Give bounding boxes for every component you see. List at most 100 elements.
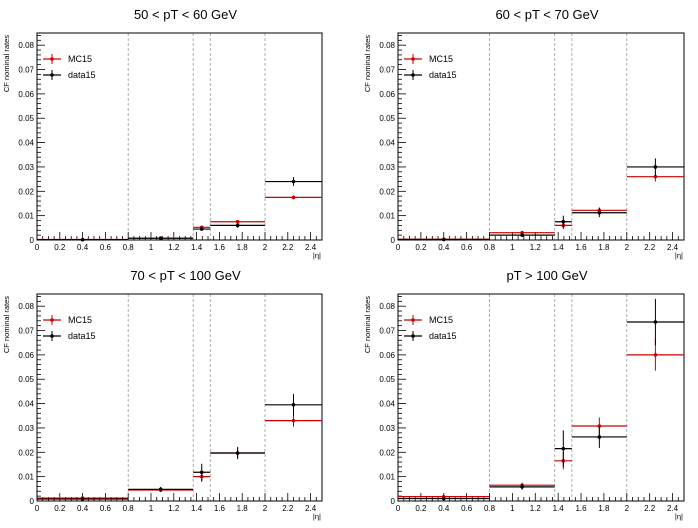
x-tick-label: 2 bbox=[625, 504, 630, 513]
data-point bbox=[291, 195, 296, 200]
data-point bbox=[291, 179, 296, 184]
data-point bbox=[158, 236, 163, 241]
y-tick-label: 0.08 bbox=[18, 41, 34, 50]
x-tick-label: 2 bbox=[625, 243, 630, 252]
y-tick-label: 0.05 bbox=[379, 375, 395, 384]
x-tick-label: 0.2 bbox=[54, 243, 66, 252]
x-axis-label: |η| bbox=[313, 251, 321, 260]
data-point bbox=[199, 470, 204, 475]
legend-marker bbox=[50, 57, 54, 61]
y-tick-label: 0.08 bbox=[379, 302, 395, 311]
data-point bbox=[520, 233, 524, 237]
x-tick-label: 2 bbox=[263, 243, 268, 252]
data-point bbox=[235, 223, 240, 228]
x-tick-label: 1.4 bbox=[553, 504, 565, 513]
x-tick-label: 1.8 bbox=[237, 243, 249, 252]
x-tick-label: 2.4 bbox=[667, 243, 679, 252]
data-point bbox=[653, 165, 658, 169]
y-tick-label: 0.03 bbox=[379, 163, 395, 172]
x-tick-label: 0.4 bbox=[77, 243, 89, 252]
y-tick-label: 0.03 bbox=[18, 424, 34, 433]
x-tick-label: 0.8 bbox=[123, 504, 135, 513]
legend-label: MC15 bbox=[68, 54, 92, 64]
data-point bbox=[441, 496, 446, 501]
plot-frame bbox=[36, 32, 323, 241]
y-tick-label: 0.01 bbox=[18, 212, 34, 221]
legend-label: data15 bbox=[68, 331, 96, 341]
y-tick-label: 0.01 bbox=[18, 473, 34, 482]
y-tick-label: 0.08 bbox=[18, 302, 34, 311]
x-tick-label: 0.4 bbox=[438, 243, 450, 252]
x-tick-label: 0.2 bbox=[54, 504, 66, 513]
x-tick-label: 1 bbox=[510, 243, 515, 252]
legend-label: data15 bbox=[429, 70, 457, 80]
legend-marker bbox=[411, 73, 415, 77]
x-tick-label: 1 bbox=[149, 504, 154, 513]
x-tick-label: 1 bbox=[510, 504, 515, 513]
x-tick-label: 1.2 bbox=[530, 504, 542, 513]
x-tick-label: 1 bbox=[149, 243, 154, 252]
y-tick-label: 0.06 bbox=[379, 351, 395, 360]
y-tick-label: 0.05 bbox=[379, 114, 395, 123]
x-tick-label: 2.4 bbox=[305, 504, 317, 513]
data-point bbox=[441, 237, 446, 242]
y-tick-label: 0 bbox=[391, 236, 396, 245]
y-tick-label: 0.01 bbox=[379, 212, 395, 221]
x-tick-label: 1.2 bbox=[530, 243, 542, 252]
data-point bbox=[597, 435, 602, 439]
series-mc15 bbox=[37, 414, 322, 500]
x-axis-label: |η| bbox=[675, 251, 683, 260]
legend-label: data15 bbox=[429, 331, 457, 341]
x-tick-label: 0.6 bbox=[461, 504, 473, 513]
plot-frame bbox=[397, 32, 685, 241]
x-tick-label: 0.6 bbox=[461, 243, 473, 252]
y-tick-label: 0.06 bbox=[379, 90, 395, 99]
chart-panel-3: 70 < pT < 100 GeV 0 0.01 0.02 0.03 0.04 0.05 0.… bbox=[2, 268, 323, 521]
y-tick-label: 0.03 bbox=[18, 163, 34, 172]
data-point bbox=[80, 497, 85, 501]
x-tick-label: 1.4 bbox=[191, 243, 203, 252]
legend-label: data15 bbox=[68, 70, 96, 80]
series-data15 bbox=[398, 298, 684, 501]
x-tick-label: 0 bbox=[396, 504, 401, 513]
series-data15 bbox=[37, 177, 322, 242]
series-mc15 bbox=[398, 339, 684, 499]
x-tick-label: 1.6 bbox=[214, 504, 226, 513]
y-tick-label: 0.02 bbox=[18, 448, 34, 457]
x-tick-label: 1.8 bbox=[237, 504, 249, 513]
y-tick-label: 0.05 bbox=[18, 114, 34, 123]
series-mc15 bbox=[398, 171, 684, 242]
plot-frame bbox=[36, 293, 323, 502]
y-tick-label: 0.01 bbox=[379, 473, 395, 482]
x-tick-label: 2.2 bbox=[644, 243, 656, 252]
data-point bbox=[520, 485, 524, 489]
x-tick-label: 1.8 bbox=[598, 243, 610, 252]
x-tick-label: 2.4 bbox=[305, 243, 317, 252]
legend-marker bbox=[411, 318, 415, 322]
x-tick-label: 0.8 bbox=[123, 243, 135, 252]
x-tick-label: 1.6 bbox=[575, 243, 587, 252]
series-data15 bbox=[37, 393, 322, 501]
y-tick-label: 0.07 bbox=[18, 327, 34, 336]
series-data15 bbox=[398, 158, 684, 242]
y-tick-label: 0.04 bbox=[18, 400, 34, 409]
legend-marker bbox=[50, 334, 54, 338]
chart-panel-1: 50 < pT < 60 GeV 0 0.01 0.02 0.03 0.04 0.05 0.0… bbox=[2, 7, 323, 260]
y-axis-label: CF nominal rates bbox=[363, 296, 372, 353]
x-axis-label: |η| bbox=[675, 512, 683, 521]
plot-frame bbox=[397, 293, 685, 502]
y-tick-label: 0.08 bbox=[379, 41, 395, 50]
x-tick-label: 1.6 bbox=[214, 243, 226, 252]
y-tick-label: 0.07 bbox=[379, 327, 395, 336]
data-point bbox=[80, 237, 85, 242]
chart-title: pT > 100 GeV bbox=[506, 268, 587, 283]
y-tick-label: 0.03 bbox=[379, 424, 395, 433]
x-tick-label: 0 bbox=[35, 243, 40, 252]
y-tick-label: 0.06 bbox=[18, 90, 34, 99]
x-tick-label: 0.2 bbox=[415, 504, 427, 513]
x-tick-label: 0.6 bbox=[100, 504, 112, 513]
x-tick-label: 0.8 bbox=[484, 243, 496, 252]
legend-label: MC15 bbox=[68, 315, 92, 325]
chart-title: 50 < pT < 60 GeV bbox=[134, 7, 237, 22]
y-tick-label: 0 bbox=[391, 497, 396, 506]
